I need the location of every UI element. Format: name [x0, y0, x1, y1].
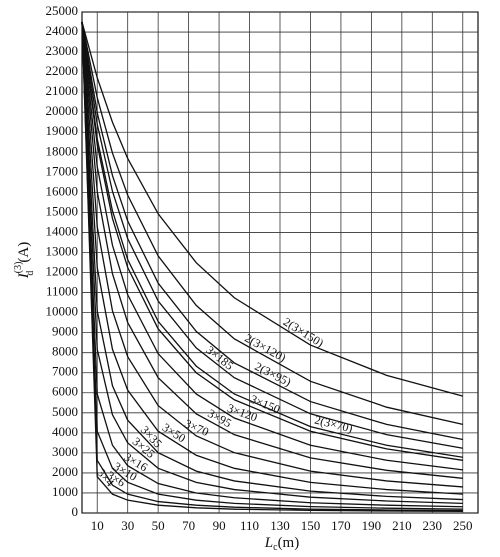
x-tick-label: 190 — [362, 518, 382, 533]
y-tick-label: 22000 — [46, 63, 79, 78]
x-title-main: L — [264, 535, 273, 551]
curve — [81, 21, 463, 488]
x-tick-label: 30 — [121, 518, 134, 533]
curve — [81, 21, 463, 397]
x-tick-label: 170 — [331, 518, 351, 533]
y-title-sup: (3) — [13, 262, 24, 274]
curve — [81, 21, 463, 461]
x-tick-label: 10 — [91, 518, 104, 533]
y-tick-label: 13000 — [46, 243, 79, 258]
curve — [81, 21, 463, 479]
y-tick-label: 8000 — [52, 344, 78, 359]
x-title-sub: c — [273, 542, 278, 553]
y-tick-label: 6000 — [52, 384, 78, 399]
curve-label: 2(3×95) — [252, 359, 293, 389]
y-tick-label: 7000 — [52, 364, 78, 379]
y-tick-label: 12000 — [46, 264, 79, 279]
x-tick-label: 210 — [392, 518, 412, 533]
y-title-unit: (A) — [16, 242, 32, 263]
y-tick-label: 3000 — [52, 444, 78, 459]
x-tick-label: 130 — [270, 518, 290, 533]
y-tick-label: 20000 — [46, 103, 79, 118]
x-tick-label: 70 — [182, 518, 195, 533]
y-title-sub: d — [25, 271, 36, 276]
y-tick-label: 19000 — [46, 123, 79, 138]
y-tick-label: 4000 — [52, 424, 78, 439]
y-tick-label: 15000 — [46, 203, 79, 218]
curve — [81, 21, 463, 471]
curve — [81, 21, 463, 513]
x-tick-label: 250 — [453, 518, 473, 533]
x-tick-label: 110 — [240, 518, 259, 533]
y-tick-label: 17000 — [46, 163, 79, 178]
curve — [81, 21, 463, 501]
curve — [81, 21, 463, 508]
x-tick-label: 230 — [423, 518, 443, 533]
x-title-unit: (m) — [278, 535, 300, 551]
curve — [81, 21, 463, 512]
y-tick-label: 1000 — [52, 484, 78, 499]
curve — [81, 21, 463, 505]
x-tick-label: 90 — [213, 518, 226, 533]
y-tick-label: 21000 — [46, 83, 79, 98]
y-tick-label: 0 — [72, 504, 79, 519]
y-tick-label: 25000 — [46, 3, 79, 18]
curve — [81, 21, 463, 510]
y-tick-label: 24000 — [46, 23, 79, 38]
y-title-main: I — [16, 272, 32, 279]
curve — [81, 21, 463, 441]
y-tick-label: 23000 — [46, 43, 79, 58]
y-tick-label: 18000 — [46, 143, 79, 158]
curve — [81, 21, 463, 426]
x-tick-label: 50 — [152, 518, 165, 533]
x-axis-title: Lc(m) — [264, 535, 299, 553]
y-tick-label: 5000 — [52, 404, 78, 419]
curve — [81, 21, 463, 458]
y-tick-label: 10000 — [46, 304, 79, 319]
y-tick-label: 16000 — [46, 183, 79, 198]
y-tick-label: 14000 — [46, 223, 79, 238]
y-axis-title: I(3)d (A) — [13, 242, 36, 280]
y-tick-label: 11000 — [46, 284, 78, 299]
y-tick-label: 9000 — [52, 324, 78, 339]
x-tick-label: 150 — [301, 518, 321, 533]
curve — [81, 21, 463, 495]
curve — [81, 21, 463, 449]
y-tick-label: 2000 — [52, 464, 78, 479]
